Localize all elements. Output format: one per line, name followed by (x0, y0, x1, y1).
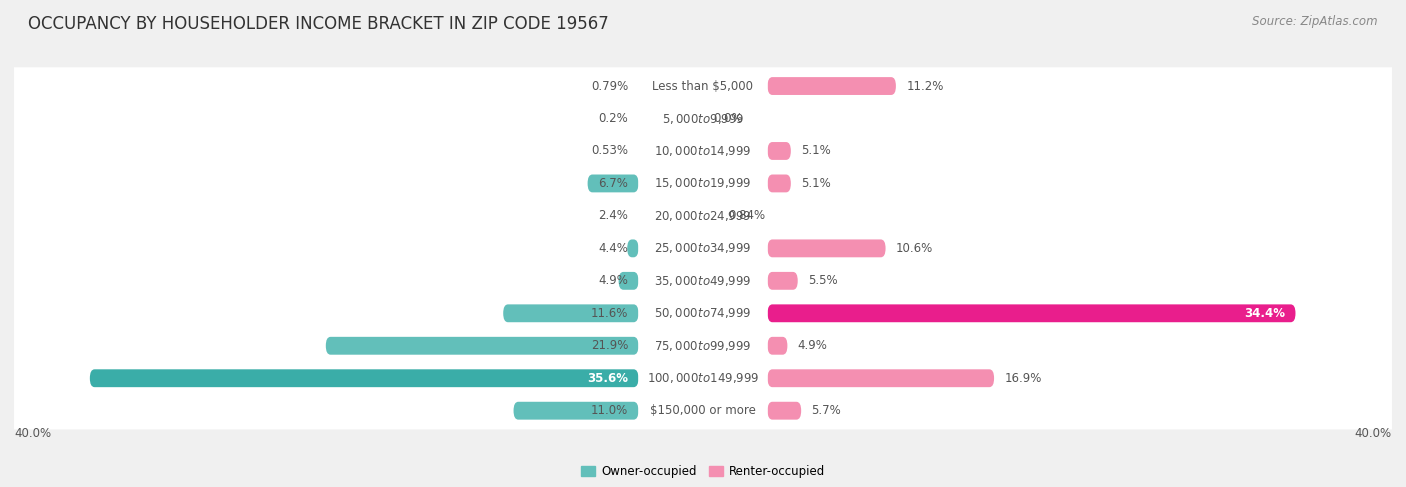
Legend: Owner-occupied, Renter-occupied: Owner-occupied, Renter-occupied (581, 465, 825, 478)
Text: 16.9%: 16.9% (1004, 372, 1042, 385)
Text: 11.0%: 11.0% (591, 404, 628, 417)
Text: 10.6%: 10.6% (896, 242, 934, 255)
FancyBboxPatch shape (14, 197, 1392, 235)
FancyBboxPatch shape (14, 132, 1392, 170)
Text: 5.1%: 5.1% (801, 177, 831, 190)
FancyBboxPatch shape (14, 262, 1392, 300)
FancyBboxPatch shape (638, 304, 768, 322)
FancyBboxPatch shape (638, 402, 768, 420)
FancyBboxPatch shape (768, 272, 797, 290)
Text: $50,000 to $74,999: $50,000 to $74,999 (654, 306, 752, 320)
FancyBboxPatch shape (638, 110, 768, 128)
Text: $15,000 to $19,999: $15,000 to $19,999 (654, 176, 752, 190)
FancyBboxPatch shape (326, 337, 638, 355)
FancyBboxPatch shape (513, 402, 638, 420)
Text: 0.84%: 0.84% (728, 209, 765, 223)
FancyBboxPatch shape (14, 67, 1392, 105)
FancyBboxPatch shape (14, 100, 1392, 137)
Text: $100,000 to $149,999: $100,000 to $149,999 (647, 371, 759, 385)
Text: $150,000 or more: $150,000 or more (650, 404, 756, 417)
Text: 35.6%: 35.6% (588, 372, 628, 385)
Text: 5.1%: 5.1% (801, 145, 831, 157)
FancyBboxPatch shape (768, 402, 801, 420)
Text: Source: ZipAtlas.com: Source: ZipAtlas.com (1253, 15, 1378, 28)
Text: 40.0%: 40.0% (14, 427, 51, 440)
FancyBboxPatch shape (768, 142, 790, 160)
Text: $5,000 to $9,999: $5,000 to $9,999 (662, 112, 744, 126)
FancyBboxPatch shape (638, 77, 768, 95)
Text: 0.2%: 0.2% (599, 112, 628, 125)
FancyBboxPatch shape (638, 142, 768, 160)
FancyBboxPatch shape (627, 240, 638, 257)
FancyBboxPatch shape (768, 240, 886, 257)
Text: 0.53%: 0.53% (591, 145, 628, 157)
FancyBboxPatch shape (619, 272, 638, 290)
FancyBboxPatch shape (503, 304, 638, 322)
Text: 11.6%: 11.6% (591, 307, 628, 320)
FancyBboxPatch shape (638, 174, 768, 192)
FancyBboxPatch shape (14, 327, 1392, 364)
FancyBboxPatch shape (638, 369, 768, 387)
Text: $75,000 to $99,999: $75,000 to $99,999 (654, 339, 752, 353)
Text: 11.2%: 11.2% (907, 79, 943, 93)
Text: $25,000 to $34,999: $25,000 to $34,999 (654, 242, 752, 255)
FancyBboxPatch shape (14, 165, 1392, 202)
FancyBboxPatch shape (14, 359, 1392, 397)
FancyBboxPatch shape (588, 174, 638, 192)
FancyBboxPatch shape (14, 392, 1392, 430)
Text: Less than $5,000: Less than $5,000 (652, 79, 754, 93)
Text: 6.7%: 6.7% (598, 177, 628, 190)
FancyBboxPatch shape (768, 337, 787, 355)
Text: $20,000 to $24,999: $20,000 to $24,999 (654, 209, 752, 223)
Text: 5.7%: 5.7% (811, 404, 841, 417)
FancyBboxPatch shape (768, 77, 896, 95)
Text: $35,000 to $49,999: $35,000 to $49,999 (654, 274, 752, 288)
Text: 0.79%: 0.79% (591, 79, 628, 93)
FancyBboxPatch shape (638, 272, 768, 290)
FancyBboxPatch shape (638, 337, 768, 355)
Text: 4.9%: 4.9% (797, 339, 828, 352)
Text: 4.4%: 4.4% (598, 242, 628, 255)
Text: $10,000 to $14,999: $10,000 to $14,999 (654, 144, 752, 158)
Text: 34.4%: 34.4% (1244, 307, 1285, 320)
Text: 5.5%: 5.5% (808, 274, 838, 287)
FancyBboxPatch shape (638, 240, 768, 257)
FancyBboxPatch shape (638, 207, 768, 225)
FancyBboxPatch shape (768, 369, 994, 387)
FancyBboxPatch shape (768, 174, 790, 192)
Text: 2.4%: 2.4% (598, 209, 628, 223)
Text: 4.9%: 4.9% (598, 274, 628, 287)
FancyBboxPatch shape (90, 369, 638, 387)
Text: 0.0%: 0.0% (713, 112, 742, 125)
FancyBboxPatch shape (14, 295, 1392, 332)
Text: 40.0%: 40.0% (1355, 427, 1392, 440)
FancyBboxPatch shape (768, 304, 1295, 322)
Text: OCCUPANCY BY HOUSEHOLDER INCOME BRACKET IN ZIP CODE 19567: OCCUPANCY BY HOUSEHOLDER INCOME BRACKET … (28, 15, 609, 33)
FancyBboxPatch shape (14, 229, 1392, 267)
Text: 21.9%: 21.9% (591, 339, 628, 352)
